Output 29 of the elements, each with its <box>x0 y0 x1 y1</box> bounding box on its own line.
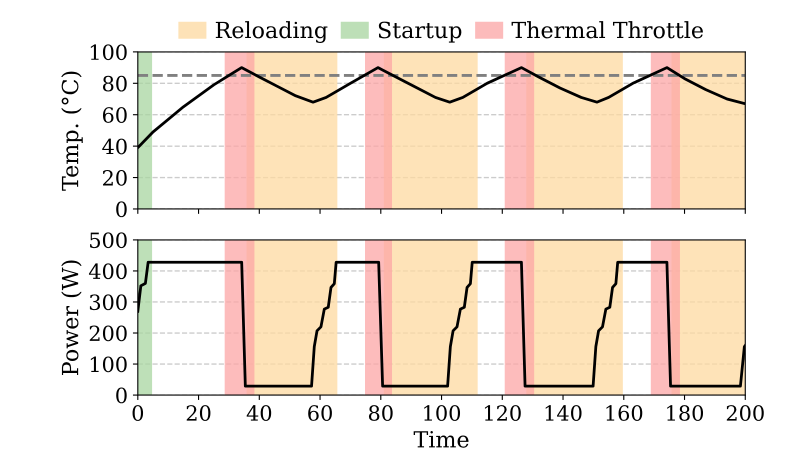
x-tick-label: 120 <box>484 405 521 421</box>
y-axis-title: Power (W) <box>61 260 82 376</box>
x-tick-label: 60 <box>308 405 332 421</box>
x-axis-title: Time <box>414 431 469 448</box>
x-tick-label: 160 <box>606 405 642 421</box>
legend-label: Startup <box>378 22 462 43</box>
y-tick-label: 0 <box>116 388 127 404</box>
x-tick-label: 20 <box>186 405 210 421</box>
y-axis-title: Temp. (°C) <box>61 72 83 191</box>
y-tick-label: 200 <box>90 325 127 342</box>
y-tick-label: 400 <box>88 263 127 280</box>
x-tick-label: 140 <box>546 405 582 421</box>
x-tick-label: 40 <box>246 405 272 421</box>
x-tick-label: 180 <box>667 405 704 421</box>
y-tick-label: 0 <box>116 201 127 218</box>
x-tick-label: 80 <box>368 405 393 421</box>
y-tick-label: 300 <box>90 294 127 310</box>
y-tick-label: 40 <box>102 138 127 154</box>
y-tick-label: 80 <box>102 76 127 92</box>
x-tick-label: 0 <box>132 405 144 421</box>
y-tick-label: 60 <box>102 107 127 123</box>
legend-label: Thermal Throttle <box>512 21 703 38</box>
x-tick-label: 100 <box>424 405 460 421</box>
y-tick-label: 100 <box>90 44 127 60</box>
y-tick-label: 500 <box>90 232 127 248</box>
y-tick-label: 100 <box>90 356 127 372</box>
y-tick-label: 20 <box>102 170 127 186</box>
x-tick-label: 200 <box>726 405 764 421</box>
legend-label: Reloading <box>216 21 328 43</box>
